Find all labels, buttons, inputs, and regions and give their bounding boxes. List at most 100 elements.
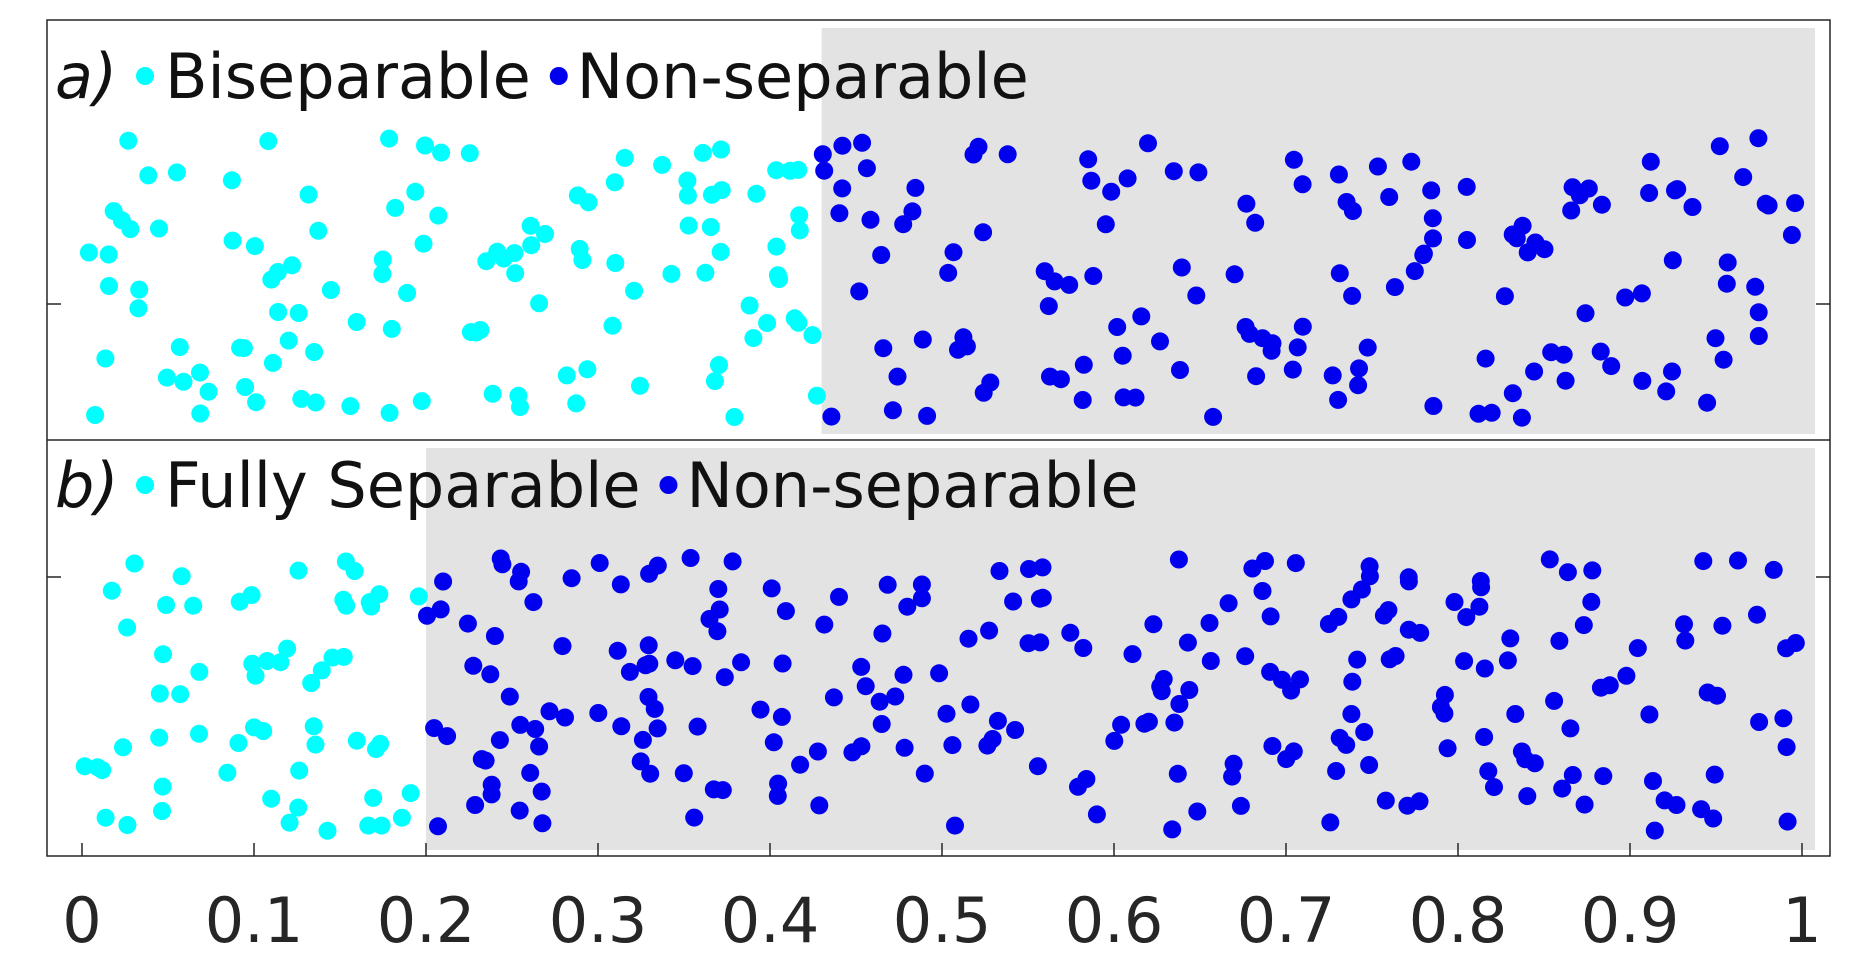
non-separable-point <box>1411 623 1430 642</box>
separable-point <box>86 406 105 424</box>
x-tick-label: 0.4 <box>721 884 820 957</box>
non-separable-point <box>1253 582 1272 600</box>
non-separable-point <box>1073 391 1092 409</box>
non-separable-point <box>1495 287 1514 306</box>
separable-point <box>96 808 115 827</box>
non-separable-point <box>1458 231 1476 249</box>
separable-point <box>701 218 720 236</box>
non-separable-point <box>1563 766 1582 784</box>
separable-point <box>341 397 360 416</box>
non-separable-point <box>957 337 976 356</box>
non-separable-point <box>1151 332 1169 351</box>
non-separable-point <box>772 707 791 726</box>
non-separable-point <box>1180 681 1199 699</box>
non-separable-point <box>1675 615 1693 634</box>
non-separable-point <box>1516 750 1535 769</box>
separable-point <box>347 731 366 750</box>
separable-point <box>336 552 355 571</box>
non-separable-point <box>1288 338 1307 357</box>
non-separable-point <box>589 704 608 722</box>
non-separable-point <box>1386 647 1405 665</box>
non-separable-point <box>1542 343 1561 362</box>
non-separable-point <box>1424 397 1443 415</box>
non-separable-point <box>485 627 504 645</box>
separable-point <box>150 219 168 238</box>
non-separable-point <box>853 133 872 152</box>
non-separable-point <box>1139 134 1157 153</box>
non-separable-point <box>912 575 931 594</box>
non-separable-point <box>1204 407 1223 426</box>
separable-point <box>234 339 253 358</box>
non-separable-point <box>1708 686 1726 705</box>
non-separable-point <box>1750 713 1769 731</box>
non-separable-point <box>472 750 491 769</box>
non-separable-point <box>1764 560 1783 579</box>
separable-point <box>767 161 786 180</box>
non-separable-point <box>1237 194 1256 213</box>
separable-point <box>488 242 507 261</box>
x-tick-label: 0.9 <box>1581 884 1680 957</box>
separable-point <box>758 314 777 332</box>
separable-point <box>172 567 191 586</box>
separable-point <box>710 356 728 374</box>
legend-label-non-separable: Non-separable <box>577 40 1029 113</box>
non-separable-point <box>1187 286 1206 305</box>
separable-point <box>93 761 112 780</box>
separable-point <box>242 586 261 605</box>
non-separable-point <box>1358 338 1377 357</box>
non-separable-point <box>791 755 810 774</box>
non-separable-point <box>850 282 869 301</box>
non-separable-point <box>1469 404 1488 423</box>
non-separable-point <box>1777 738 1796 757</box>
separable-point <box>511 398 529 417</box>
non-separable-point <box>1663 362 1681 381</box>
separable-point <box>104 202 123 221</box>
non-separable-point <box>648 556 667 575</box>
non-separable-point <box>856 677 875 696</box>
legend-label-separable: Biseparable <box>165 40 531 113</box>
separable-point <box>615 148 634 167</box>
non-separable-point <box>590 554 609 572</box>
separable-point <box>631 376 649 395</box>
non-separable-point <box>1178 633 1197 652</box>
separable-point <box>412 392 431 411</box>
non-separable-point <box>425 719 444 738</box>
non-separable-point <box>1139 712 1158 731</box>
non-separable-point <box>1501 629 1520 648</box>
separable-point <box>299 185 318 204</box>
non-separable-point <box>961 695 980 714</box>
non-separable-point <box>1293 317 1312 336</box>
non-separable-point <box>1286 554 1305 573</box>
non-separable-point <box>1020 560 1038 578</box>
non-separable-point <box>1713 616 1732 635</box>
non-separable-point <box>939 263 958 282</box>
non-separable-point <box>1350 359 1368 378</box>
separable-point <box>373 265 392 283</box>
non-separable-point <box>1782 226 1801 244</box>
non-separable-point <box>1535 240 1554 259</box>
non-separable-point <box>930 664 949 683</box>
non-separable-point <box>1321 813 1340 832</box>
non-separable-point <box>878 575 897 594</box>
non-separable-point <box>822 407 841 426</box>
non-separable-point <box>943 736 962 755</box>
non-separable-point <box>894 215 913 234</box>
separable-point <box>409 587 428 606</box>
separable-point <box>269 303 288 321</box>
non-separable-point <box>540 702 559 721</box>
panel-label: b) <box>55 449 119 522</box>
non-separable-point <box>1132 307 1151 326</box>
non-separable-point <box>510 801 529 820</box>
non-separable-point <box>1337 193 1356 211</box>
non-separable-point <box>898 597 917 616</box>
separable-point <box>573 251 592 270</box>
x-tick-label: 0 <box>62 884 101 957</box>
separable-point <box>744 329 763 348</box>
non-separable-point <box>1644 772 1662 790</box>
separable-point <box>625 281 644 300</box>
non-separable-point <box>830 204 849 223</box>
separable-point <box>364 788 383 807</box>
non-separable-point <box>1171 361 1189 379</box>
non-separable-point <box>464 656 483 675</box>
